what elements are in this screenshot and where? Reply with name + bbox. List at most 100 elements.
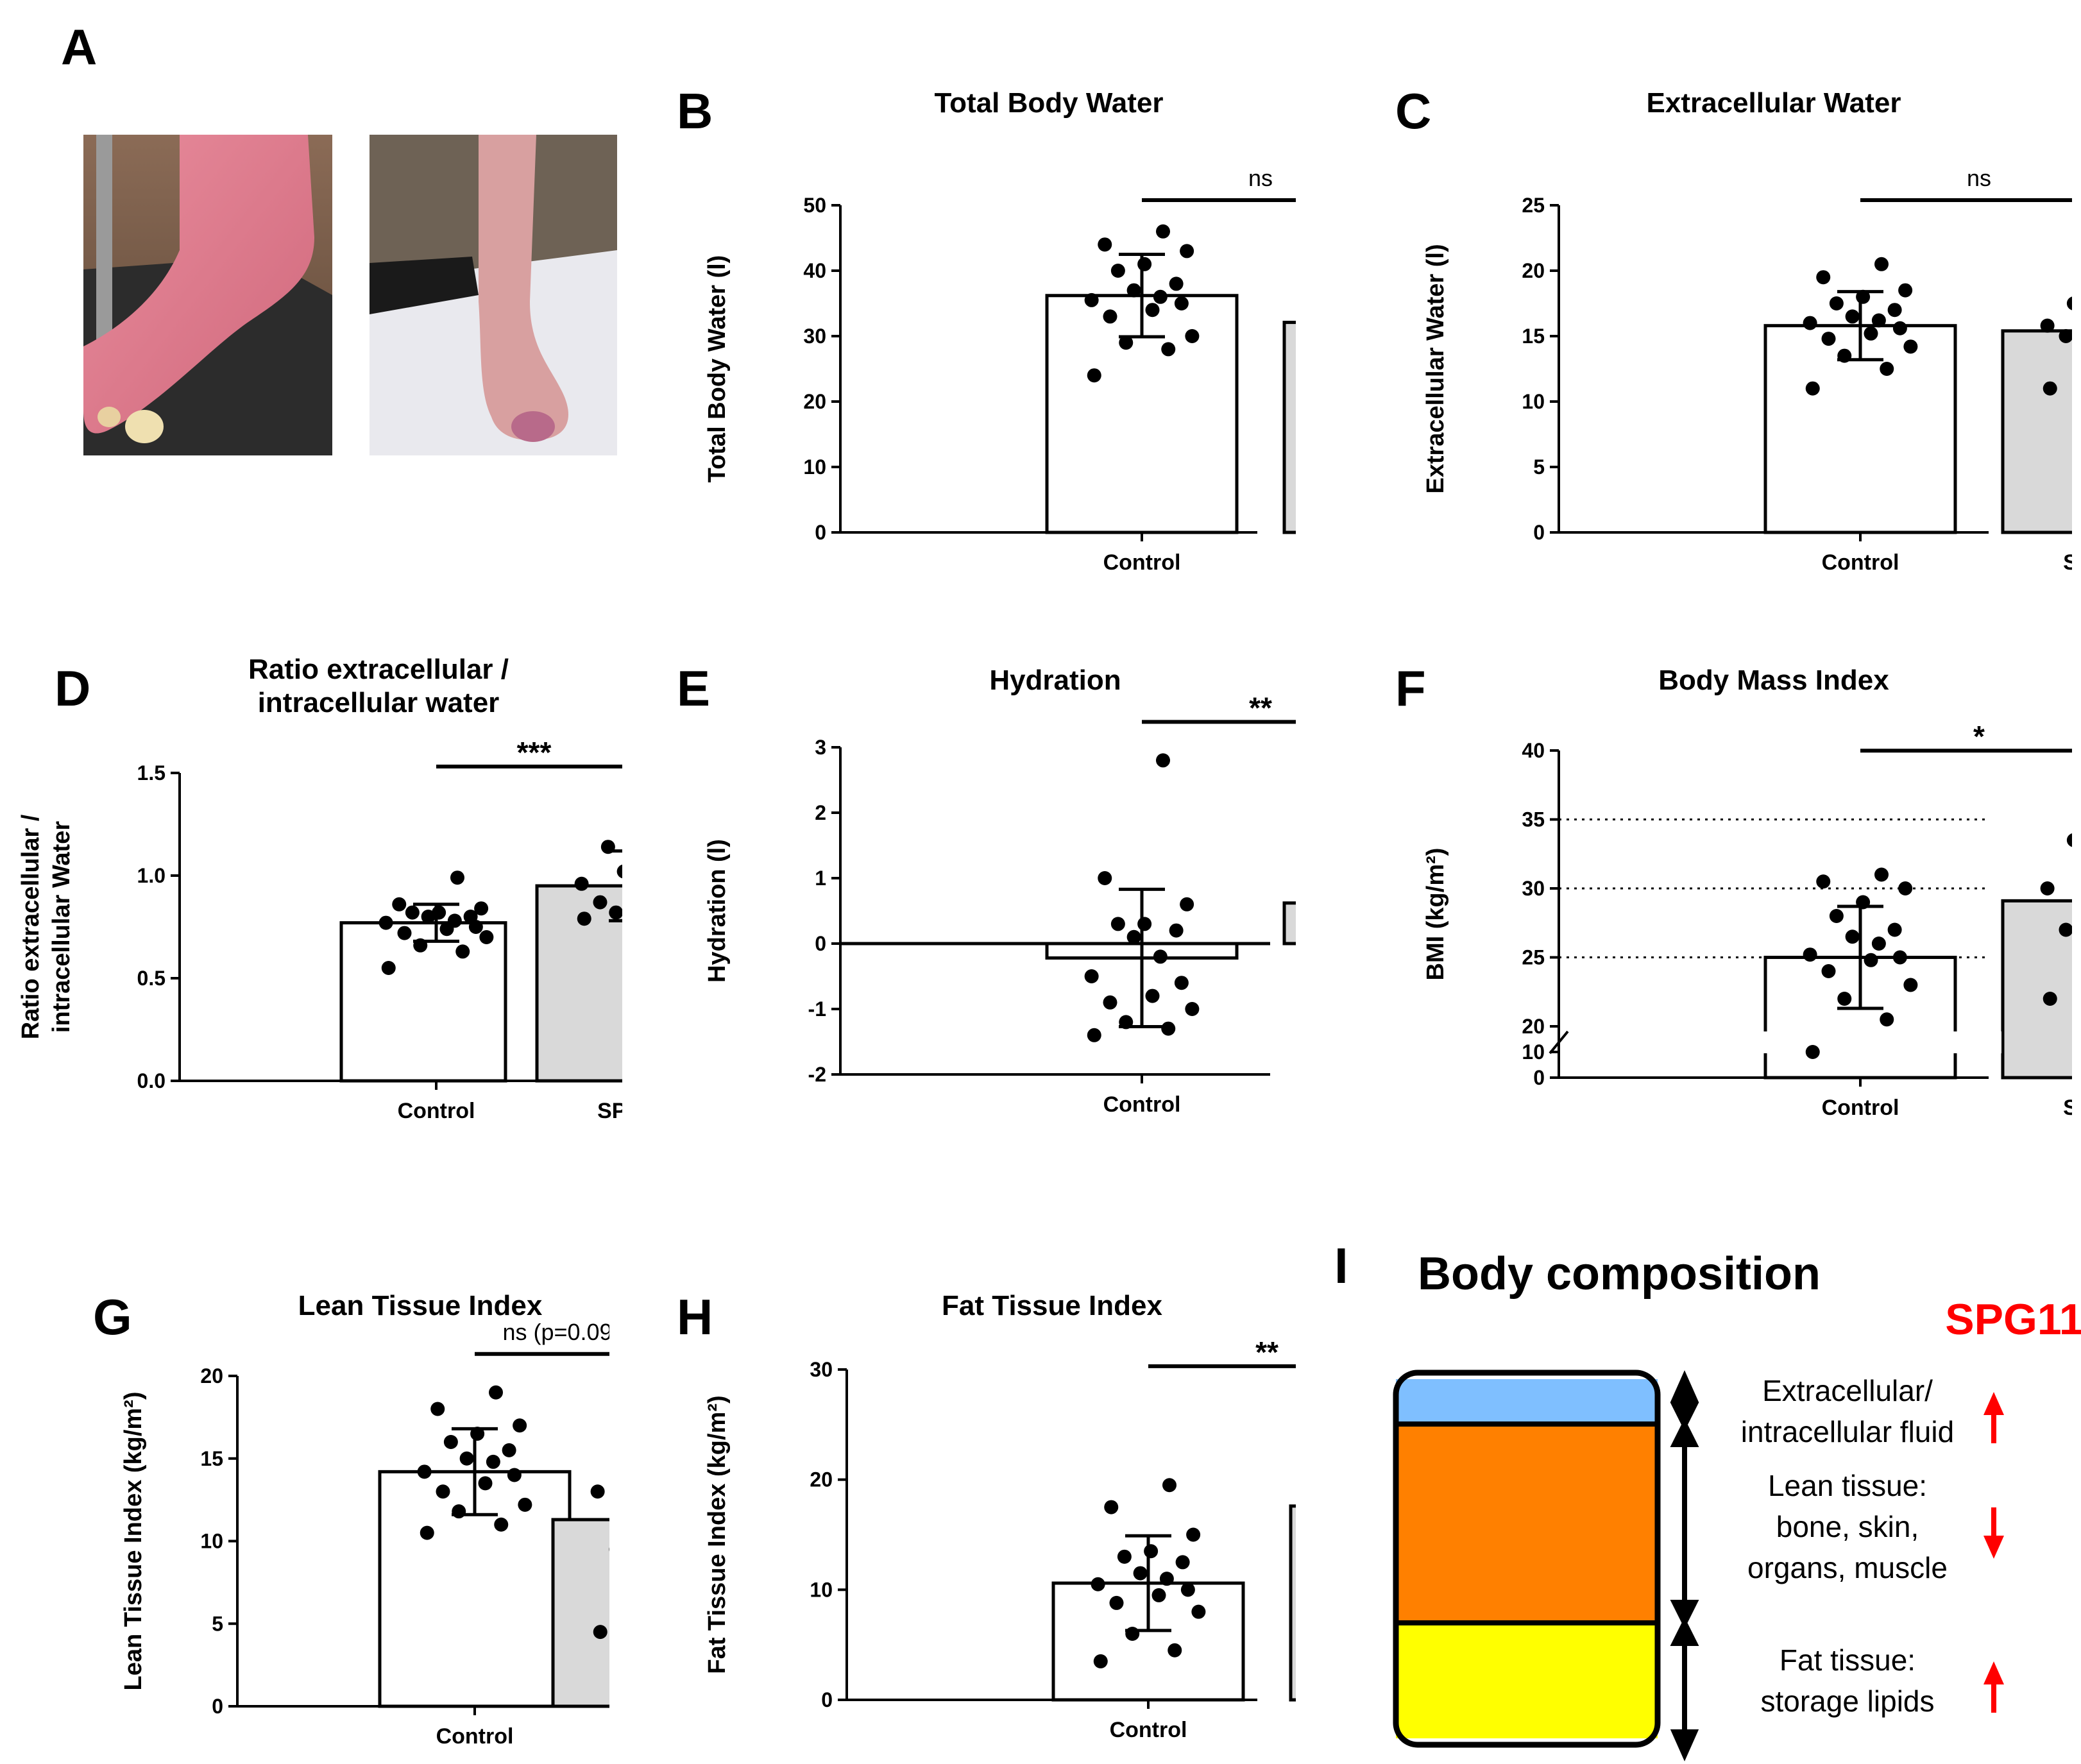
data-point-control [518,1497,532,1512]
chart-total-body-water: B Total Body Water Total Body Water (l) 0 10… [677,83,1296,575]
panel-letter-b: B [677,83,713,139]
data-point-control [1803,316,1817,330]
y-tick-label: 20 [810,1468,833,1491]
data-point-control [1837,992,1852,1006]
data-point-control [1161,342,1176,357]
data-point-control [1864,953,1878,967]
data-point-control [381,961,396,975]
data-point-control [1180,244,1194,259]
data-point-spg11 [590,1484,605,1499]
data-point-control [392,897,407,912]
arrow-top [1670,1370,1699,1402]
data-point-control [1137,917,1152,931]
y-tick-label: 1 [815,867,826,890]
data-point-spg11 [2059,329,2072,343]
chart-title: Extracellular Water [1647,87,1901,119]
composition-label-line: Fat tissue: [1779,1643,1915,1677]
data-point-control [1153,949,1168,964]
data-point-control [432,905,446,920]
data-point-control [1117,1549,1132,1564]
chart-lean-tissue-index: G Lean Tissue Index Lean Tissue Index (kg/… [93,1289,609,1749]
data-point-spg11 [2066,833,2072,847]
photo-foot-right [369,135,617,455]
chart-title: Body Mass Index [1658,665,1889,696]
data-point-control [1185,329,1200,343]
y-tick-label: 20 [200,1364,223,1387]
data-point-control [1084,293,1099,307]
data-point-control [1845,929,1860,944]
data-point-control [494,1517,509,1532]
layer-lean-tissue [1396,1424,1658,1623]
data-point-control [486,1454,500,1469]
data-point-control [1180,1582,1195,1597]
data-point-control [1174,976,1189,990]
chart-title: Total Body Water [935,87,1164,119]
data-point-control [413,938,428,953]
data-point-control [1087,1028,1101,1042]
y-tick-label: 40 [1522,739,1545,762]
data-point-control [1874,257,1889,271]
y-tick-label: 30 [1522,877,1545,900]
data-point-control [1119,335,1134,350]
data-point-control [1169,923,1184,938]
data-point-control [447,913,462,928]
data-point-control [1156,753,1170,768]
x-category-label-control: Control [1103,1092,1181,1117]
data-point-control [450,870,464,885]
data-point-control [420,1525,434,1540]
y-axis-label: Extracellular Water (l) [1422,244,1449,493]
data-point-control [1821,964,1836,978]
y-tick-label: 30 [803,325,826,348]
y-tick-label: 15 [1522,325,1545,348]
data-point-control [1803,947,1817,962]
y-tick-label: 20 [1522,1015,1545,1038]
data-point-control [1887,922,1902,937]
data-point-spg11 [2040,318,2055,333]
x-category-label-control: Control [398,1099,475,1123]
data-point-control [1126,283,1141,298]
data-point-control [1153,289,1168,304]
data-point-control [1829,296,1844,310]
y-tick-label: 0 [815,521,826,544]
data-point-control [1103,309,1117,324]
significance-label: *** [517,736,552,769]
data-point-spg11 [2059,922,2072,937]
data-point-control [1098,237,1112,252]
increase-arrow-icon [1983,1392,2004,1415]
data-point-spg11 [574,876,589,891]
y-tick-label: -2 [808,1063,826,1086]
data-point-control [1168,1643,1182,1658]
y-tick-label: 50 [803,194,826,217]
body-composition-title: Body composition [1418,1248,1821,1300]
data-point-control [1125,1627,1140,1641]
data-point-control [378,915,393,930]
chart-fat-tissue-index: H Fat Tissue Index Fat Tissue Index (kg/m²… [677,1289,1296,1742]
data-point-control [1137,257,1152,271]
x-category-label-spg11: SPG11 [597,1099,622,1123]
data-point-control [502,1443,516,1457]
data-point-control [1816,270,1831,285]
data-point-control [1161,1021,1176,1036]
photo-foot-left [83,135,332,455]
layer-extracellular-fluid [1396,1379,1658,1424]
y-tick-label: 25 [1522,946,1545,969]
data-point-spg11 [600,840,615,854]
y-tick-label: 3 [815,736,826,759]
data-point-control [507,1468,522,1482]
data-point-control [1133,1566,1148,1581]
data-point-control [1159,1572,1174,1586]
significance-label: ns (p=0.09) [502,1319,609,1345]
y-tick-label: 0 [1533,1066,1545,1089]
data-point-control [455,944,470,959]
y-tick-label: 2 [815,801,826,824]
data-point-spg11 [2043,381,2057,396]
photo-foot-right-svg [369,135,617,455]
x-category-label-spg11: SPG11 [2063,1096,2072,1120]
data-point-control [1887,303,1902,318]
bar-spg11 [551,1518,609,1708]
y-tick-label: 10 [1522,1040,1545,1064]
data-point-control [1892,950,1907,965]
significance-label: * [1973,720,1985,753]
data-point-control [513,1418,527,1433]
